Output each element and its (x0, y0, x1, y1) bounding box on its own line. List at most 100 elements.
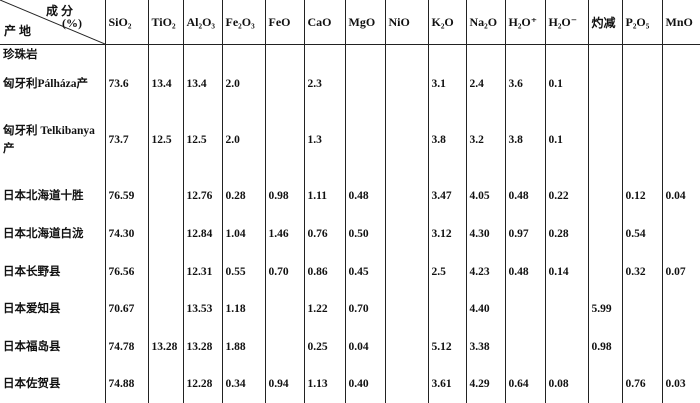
data-row: 日本佐贺县 74.88 12.28 0.34 0.94 1.13 0.40 3.61 4.29 0… (0, 365, 700, 403)
value-cell: 12.5 (147, 102, 183, 178)
value-cell: 0.14 (544, 252, 588, 291)
value-cell: 5.12 (427, 327, 466, 366)
value-cell: 4.23 (465, 252, 505, 291)
value-cell: 0.12 (621, 177, 662, 216)
data-row: 日本北海道白泷 74.30 12.84 1.04 1.46 0.76 0.50 3.12 4.3… (0, 215, 700, 253)
column-header: Na₂O (465, 0, 505, 45)
value-cell: 0.50 (344, 215, 385, 253)
value-cell: 3.12 (427, 215, 466, 253)
value-cell: 12.28 (182, 365, 222, 403)
value-cell: 4.30 (465, 215, 505, 253)
value-cell: 13.28 (182, 327, 222, 366)
column-header: NiO (384, 0, 428, 45)
empty-cell (384, 215, 428, 253)
value-cell: 0.94 (264, 365, 304, 403)
value-cell: 73.6 (104, 65, 148, 103)
value-cell: 5.99 (587, 290, 622, 328)
value-cell: 2.5 (427, 252, 466, 291)
data-row: 日本北海道十胜 76.59 12.76 0.28 0.98 1.11 0.48 3.47 4.0… (0, 177, 700, 216)
value-cell: 3.8 (504, 102, 545, 178)
empty-cell (621, 290, 662, 328)
value-cell: 1.11 (303, 177, 345, 216)
empty-cell (384, 65, 428, 103)
value-cell: 0.64 (504, 365, 545, 403)
column-header: TiO₂ (147, 0, 183, 45)
empty-cell (544, 44, 588, 65)
empty-cell (344, 65, 385, 103)
row-label: 日本佐贺县 (3, 378, 61, 391)
value-cell: 1.18 (221, 290, 265, 328)
value-cell: 74.78 (104, 327, 148, 366)
empty-cell (384, 365, 428, 403)
value-cell: 4.05 (465, 177, 505, 216)
empty-cell (384, 177, 428, 216)
empty-cell (384, 102, 428, 178)
column-header: H₂O⁺ (504, 0, 545, 45)
data-row: 日本福岛县 74.78 13.28 13.28 1.88 0.25 0.04 5.12 3.38… (0, 327, 700, 366)
value-cell: 1.22 (303, 290, 345, 328)
value-cell: 0.34 (221, 365, 265, 403)
empty-cell (621, 44, 662, 65)
value-cell: 1.46 (264, 215, 304, 253)
row-label: 日本长野县 (3, 265, 61, 278)
empty-cell (427, 44, 466, 65)
empty-cell (587, 65, 622, 103)
column-header: Al₂O₃ (182, 0, 222, 45)
empty-cell (587, 177, 622, 216)
value-cell: 12.31 (182, 252, 222, 291)
column-header: Fe₂O₃ (221, 0, 265, 45)
empty-cell (384, 252, 428, 291)
value-cell: 0.48 (344, 177, 385, 216)
value-cell: 12.76 (182, 177, 222, 216)
empty-cell (587, 365, 622, 403)
value-cell: 0.25 (303, 327, 345, 366)
value-cell: 0.70 (344, 290, 385, 328)
empty-cell (264, 327, 304, 366)
empty-cell (264, 65, 304, 103)
value-cell: 0.97 (504, 215, 545, 253)
empty-cell (661, 215, 700, 253)
row-label: 日本北海道十胜 (3, 190, 84, 203)
value-cell: 2.0 (221, 65, 265, 103)
value-cell: 76.59 (104, 177, 148, 216)
value-cell: 2.0 (221, 102, 265, 178)
value-cell: 0.98 (587, 327, 622, 366)
column-header: H₂O⁻ (544, 0, 588, 45)
value-cell: 74.30 (104, 215, 148, 253)
row-label: 日本爱知县 (3, 303, 61, 316)
empty-cell (182, 44, 222, 65)
value-cell: 0.76 (303, 215, 345, 253)
value-cell: 3.6 (504, 65, 545, 103)
empty-cell (587, 215, 622, 253)
value-cell: 1.13 (303, 365, 345, 403)
empty-cell (661, 65, 700, 103)
value-cell: 0.04 (344, 327, 385, 366)
column-header: P₂O₅ (621, 0, 662, 45)
empty-cell (344, 102, 385, 178)
row-label: 日本北海道白泷 (3, 227, 84, 240)
header-row: 成 分 (%) 产 地 SiO₂ TiO₂ Al₂O₃ Fe₂O₃ FeO CaO MgO N… (0, 0, 700, 45)
value-cell: 1.88 (221, 327, 265, 366)
value-cell: 74.88 (104, 365, 148, 403)
value-cell: 0.40 (344, 365, 385, 403)
data-row: 匈牙利Pálháza产 73.6 13.4 13.4 2.0 2.3 3.1 2.4 3.6 0.… (0, 65, 700, 103)
value-cell: 4.29 (465, 365, 505, 403)
value-cell: 2.4 (465, 65, 505, 103)
empty-cell (384, 290, 428, 328)
value-cell: 0.54 (621, 215, 662, 253)
empty-cell (104, 44, 148, 65)
empty-cell (661, 290, 700, 328)
empty-cell (147, 365, 183, 403)
value-cell: 0.32 (621, 252, 662, 291)
diagonal (0, 0, 105, 44)
value-cell: 0.55 (221, 252, 265, 291)
value-cell: 13.4 (147, 65, 183, 103)
empty-cell (264, 44, 304, 65)
empty-cell (544, 290, 588, 328)
empty-cell (147, 215, 183, 253)
data-row: 匈牙利 Telkibanya产 73.7 12.5 12.5 2.0 1.3 3.8 3.2 3… (0, 102, 700, 178)
value-cell: 0.22 (544, 177, 588, 216)
empty-cell (303, 44, 345, 65)
data-row: 日本爱知县 70.67 13.53 1.18 1.22 0.70 4.40 5.99 (0, 290, 700, 328)
